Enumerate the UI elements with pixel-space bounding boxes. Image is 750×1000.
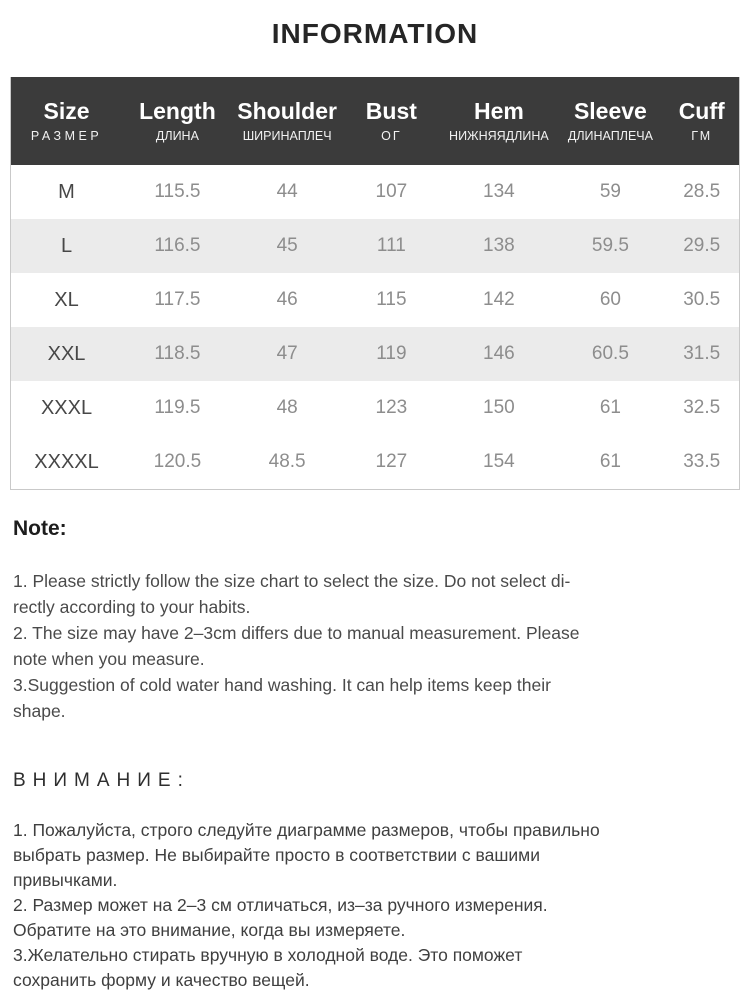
cuff-cell: 29.5 (664, 219, 740, 273)
shoulder-cell: 48 (232, 381, 342, 435)
column-label-en: Length (139, 98, 216, 124)
note-line: 1. Please strictly follow the size chart… (13, 571, 571, 591)
hem-cell: 142 (441, 273, 557, 327)
column-label-ru: НИЖНЯЯДЛИНА (449, 129, 549, 143)
table-row-xxl: XXL 118.5 47 119 146 60.5 31.5 (10, 327, 740, 381)
table-row-xxxxl: XXXXL 120.5 48.5 127 154 61 33.5 (10, 435, 740, 490)
cuff-cell: 28.5 (664, 165, 740, 219)
shoulder-cell: 44 (232, 165, 342, 219)
column-header-length: Length ДЛИНА (122, 77, 233, 165)
size-cell: XL (10, 273, 123, 327)
note-line: shape. (13, 701, 66, 721)
sleeve-cell: 59 (556, 165, 665, 219)
bust-cell: 115 (341, 273, 442, 327)
length-cell: 120.5 (122, 435, 233, 490)
shoulder-cell: 47 (232, 327, 342, 381)
size-chart-table: Size РАЗМЕР Length ДЛИНА Shoulder ШИРИНА… (10, 77, 740, 490)
attention-text-block: 1. Пожалуйста, строго следуйте диаграмме… (13, 818, 737, 993)
column-label-ru: ДЛИНАПЛЕЧА (567, 129, 653, 143)
table-row-l: L 116.5 45 111 138 59.5 29.5 (10, 219, 740, 273)
cuff-cell: 31.5 (664, 327, 740, 381)
cuff-cell: 33.5 (664, 435, 740, 490)
column-label-en: Cuff (678, 98, 725, 124)
attention-line: 3.Желательно стирать вручную в холодной … (13, 945, 523, 965)
bust-cell: 123 (341, 381, 442, 435)
sleeve-cell: 60.5 (556, 327, 665, 381)
attention-line: выбрать размер. Не выбирайте просто в со… (13, 845, 540, 865)
length-cell: 117.5 (122, 273, 233, 327)
size-chart-header-row: Size РАЗМЕР Length ДЛИНА Shoulder ШИРИНА… (10, 77, 740, 165)
sleeve-cell: 61 (556, 381, 665, 435)
note-line: 2. The size may have 2–3cm differs due t… (13, 623, 580, 643)
attention-line: Обратите на это внимание, когда вы измер… (13, 920, 406, 940)
length-cell: 116.5 (122, 219, 233, 273)
column-label-ru: ШИРИНАПЛЕЧ (242, 129, 332, 143)
cuff-cell: 32.5 (664, 381, 740, 435)
column-label-en: Bust (365, 98, 417, 124)
column-label-en: Sleeve (573, 98, 647, 124)
table-row-xl: XL 117.5 46 115 142 60 30.5 (10, 273, 740, 327)
hem-cell: 138 (441, 219, 557, 273)
column-label-ru: ДЛИНА (155, 129, 199, 143)
cuff-cell: 30.5 (664, 273, 740, 327)
note-line: 3.Suggestion of cold water hand washing.… (13, 675, 551, 695)
column-label-ru: ОГ (381, 129, 402, 143)
hem-cell: 134 (441, 165, 557, 219)
hem-cell: 146 (441, 327, 557, 381)
bust-cell: 107 (341, 165, 442, 219)
attention-line: 2. Размер может на 2–3 см отличаться, из… (13, 895, 548, 915)
column-header-hem: Hem НИЖНЯЯДЛИНА (441, 77, 557, 165)
attention-heading: ВНИМАНИЕ: (13, 770, 190, 791)
sleeve-cell: 61 (556, 435, 665, 490)
size-cell: XXXL (10, 381, 123, 435)
column-label-en: Size (43, 98, 90, 124)
note-line: note when you measure. (13, 649, 205, 669)
attention-line: привычками. (13, 870, 118, 890)
size-cell: M (10, 165, 123, 219)
page-title: INFORMATION (271, 18, 479, 49)
bust-cell: 127 (341, 435, 442, 490)
hem-cell: 150 (441, 381, 557, 435)
column-label-ru: РАЗМЕР (30, 129, 103, 143)
column-header-size: Size РАЗМЕР (10, 77, 123, 165)
attention-line: сохранить форму и качество вещей. (13, 970, 310, 990)
column-label-en: Shoulder (237, 98, 337, 124)
bust-cell: 111 (341, 219, 442, 273)
hem-cell: 154 (441, 435, 557, 490)
note-text-block: 1. Please strictly follow the size chart… (13, 568, 737, 724)
size-cell: L (10, 219, 123, 273)
shoulder-cell: 48.5 (232, 435, 342, 490)
table-row-xxxl: XXXL 119.5 48 123 150 61 32.5 (10, 381, 740, 435)
size-cell: XXXXL (10, 435, 123, 490)
shoulder-cell: 46 (232, 273, 342, 327)
column-header-cuff: Cuff ГМ (664, 77, 740, 165)
size-cell: XXL (10, 327, 123, 381)
table-row-m: M 115.5 44 107 134 59 28.5 (10, 165, 740, 219)
shoulder-cell: 45 (232, 219, 342, 273)
column-label-en: Hem (473, 98, 524, 124)
attention-line: 1. Пожалуйста, строго следуйте диаграмме… (13, 820, 600, 840)
length-cell: 119.5 (122, 381, 233, 435)
length-cell: 118.5 (122, 327, 233, 381)
note-heading: Note: (13, 517, 67, 540)
bust-cell: 119 (341, 327, 442, 381)
sleeve-cell: 60 (556, 273, 665, 327)
note-line: rectly according to your habits. (13, 597, 251, 617)
column-label-ru: ГМ (691, 129, 713, 143)
length-cell: 115.5 (122, 165, 233, 219)
column-header-bust: Bust ОГ (341, 77, 442, 165)
sleeve-cell: 59.5 (556, 219, 665, 273)
column-header-shoulder: Shoulder ШИРИНАПЛЕЧ (232, 77, 342, 165)
column-header-sleeve: Sleeve ДЛИНАПЛЕЧА (556, 77, 665, 165)
